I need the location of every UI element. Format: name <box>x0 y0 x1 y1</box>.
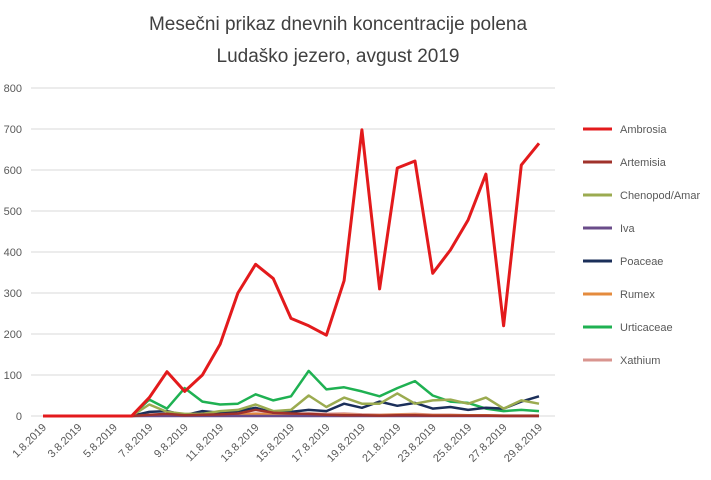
legend-label: Iva <box>620 223 636 235</box>
legend-label: Artemisia <box>620 157 667 169</box>
chart-subtitle: Ludaško jezero, avgust 2019 <box>217 46 460 67</box>
y-tick-label: 100 <box>4 370 22 382</box>
y-tick-label: 300 <box>4 288 22 300</box>
legend-label: Urticaceae <box>620 322 673 334</box>
legend-label: Ambrosia <box>620 124 667 136</box>
y-tick-label: 500 <box>4 206 22 218</box>
y-tick-label: 200 <box>4 329 22 341</box>
legend-label: Xathium <box>620 355 660 367</box>
chart-title: Mesečni prikaz dnevnih koncentracije pol… <box>149 14 528 35</box>
legend-label: Chenopod/Amar <box>620 190 700 202</box>
series-line <box>43 128 541 418</box>
legend-label: Rumex <box>620 289 655 301</box>
legend-label: Poaceae <box>620 256 663 268</box>
y-tick-label: 600 <box>4 165 22 177</box>
y-tick-label: 700 <box>4 124 22 136</box>
y-tick-label: 0 <box>16 411 22 423</box>
y-tick-label: 800 <box>4 83 22 95</box>
y-tick-label: 400 <box>4 247 22 259</box>
